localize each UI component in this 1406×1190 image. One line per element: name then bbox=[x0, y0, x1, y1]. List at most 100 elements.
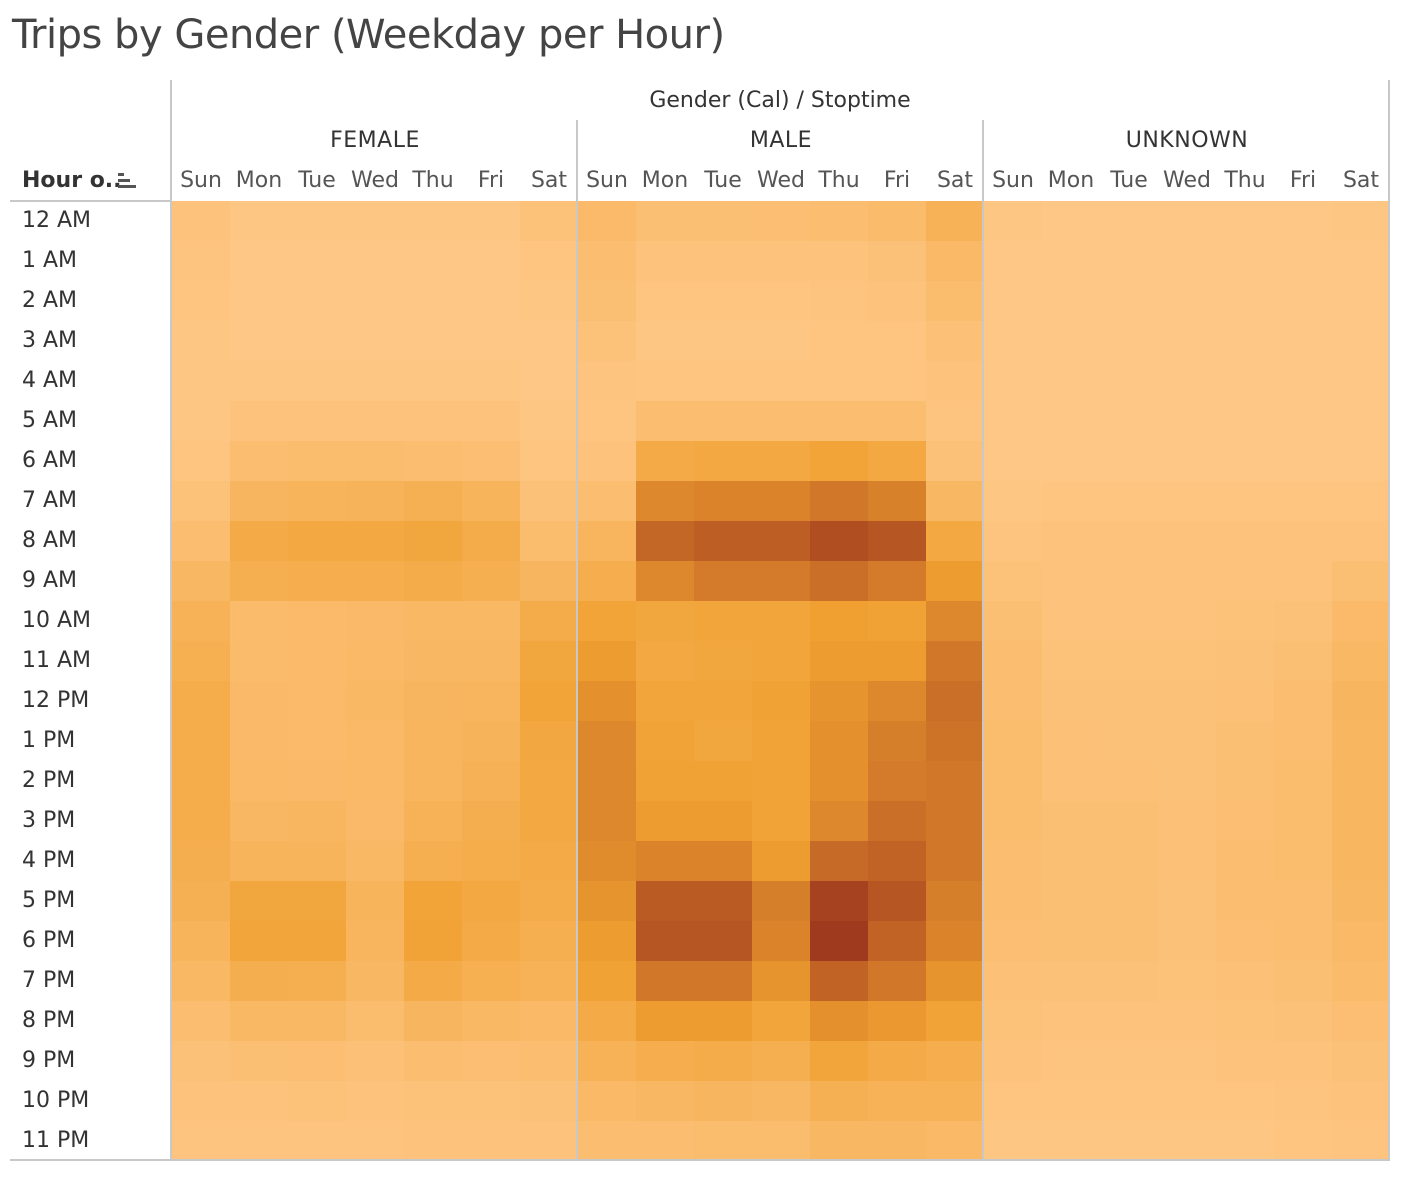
heatmap-cell[interactable] bbox=[1274, 961, 1332, 1001]
heatmap-cell[interactable] bbox=[1332, 1121, 1390, 1161]
heatmap-cell[interactable] bbox=[1100, 761, 1158, 801]
heatmap-cell[interactable] bbox=[926, 401, 984, 441]
heatmap-cell[interactable] bbox=[1274, 1121, 1332, 1161]
heatmap-cell[interactable] bbox=[172, 961, 230, 1001]
heatmap-cell[interactable] bbox=[926, 761, 984, 801]
heatmap-cell[interactable] bbox=[1216, 921, 1274, 961]
heatmap-cell[interactable] bbox=[636, 281, 694, 321]
heatmap-cell[interactable] bbox=[288, 1081, 346, 1121]
heatmap-cell[interactable] bbox=[520, 481, 578, 521]
heatmap-cell[interactable] bbox=[462, 1001, 520, 1041]
heatmap-cell[interactable] bbox=[1100, 1001, 1158, 1041]
heatmap-cell[interactable] bbox=[172, 481, 230, 521]
heatmap-cell[interactable] bbox=[868, 761, 926, 801]
heatmap-cell[interactable] bbox=[984, 921, 1042, 961]
heatmap-cell[interactable] bbox=[1042, 1041, 1100, 1081]
heatmap-cell[interactable] bbox=[1100, 521, 1158, 561]
heatmap-cell[interactable] bbox=[810, 321, 868, 361]
heatmap-cell[interactable] bbox=[926, 921, 984, 961]
heatmap-cell[interactable] bbox=[578, 641, 636, 681]
heatmap-cell[interactable] bbox=[636, 1041, 694, 1081]
heatmap-cell[interactable] bbox=[462, 441, 520, 481]
heatmap-cell[interactable] bbox=[868, 521, 926, 561]
heatmap-cell[interactable] bbox=[288, 721, 346, 761]
heatmap-cell[interactable] bbox=[288, 521, 346, 561]
heatmap-cell[interactable] bbox=[1100, 641, 1158, 681]
heatmap-cell[interactable] bbox=[230, 1001, 288, 1041]
heatmap-cell[interactable] bbox=[636, 1001, 694, 1041]
heatmap-cell[interactable] bbox=[1274, 561, 1332, 601]
heatmap-cell[interactable] bbox=[636, 441, 694, 481]
heatmap-cell[interactable] bbox=[694, 1081, 752, 1121]
heatmap-cell[interactable] bbox=[694, 1001, 752, 1041]
heatmap-cell[interactable] bbox=[752, 441, 810, 481]
heatmap-cell[interactable] bbox=[984, 281, 1042, 321]
heatmap-cell[interactable] bbox=[752, 561, 810, 601]
heatmap-cell[interactable] bbox=[1042, 481, 1100, 521]
heatmap-cell[interactable] bbox=[984, 401, 1042, 441]
heatmap-cell[interactable] bbox=[1216, 1121, 1274, 1161]
heatmap-cell[interactable] bbox=[1274, 321, 1332, 361]
heatmap-cell[interactable] bbox=[1100, 481, 1158, 521]
heatmap-cell[interactable] bbox=[1274, 921, 1332, 961]
heatmap-cell[interactable] bbox=[1042, 1001, 1100, 1041]
heatmap-cell[interactable] bbox=[288, 841, 346, 881]
heatmap-cell[interactable] bbox=[694, 921, 752, 961]
heatmap-cell[interactable] bbox=[346, 481, 404, 521]
heatmap-cell[interactable] bbox=[462, 361, 520, 401]
heatmap-cell[interactable] bbox=[172, 1001, 230, 1041]
heatmap-cell[interactable] bbox=[1042, 321, 1100, 361]
heatmap-cell[interactable] bbox=[1332, 641, 1390, 681]
heatmap-cell[interactable] bbox=[1216, 641, 1274, 681]
heatmap-cell[interactable] bbox=[404, 481, 462, 521]
heatmap-cell[interactable] bbox=[230, 1121, 288, 1161]
heatmap-cell[interactable] bbox=[810, 201, 868, 241]
heatmap-cell[interactable] bbox=[1158, 1001, 1216, 1041]
heatmap-cell[interactable] bbox=[752, 1001, 810, 1041]
heatmap-cell[interactable] bbox=[1042, 601, 1100, 641]
heatmap-cell[interactable] bbox=[578, 681, 636, 721]
heatmap-cell[interactable] bbox=[926, 681, 984, 721]
heatmap-cell[interactable] bbox=[346, 1001, 404, 1041]
heatmap-cell[interactable] bbox=[578, 401, 636, 441]
heatmap-cell[interactable] bbox=[926, 801, 984, 841]
heatmap-cell[interactable] bbox=[810, 521, 868, 561]
heatmap-cell[interactable] bbox=[578, 601, 636, 641]
heatmap-cell[interactable] bbox=[578, 321, 636, 361]
heatmap-cell[interactable] bbox=[1158, 681, 1216, 721]
heatmap-cell[interactable] bbox=[1274, 801, 1332, 841]
heatmap-cell[interactable] bbox=[694, 961, 752, 1001]
heatmap-cell[interactable] bbox=[1158, 321, 1216, 361]
heatmap-cell[interactable] bbox=[752, 801, 810, 841]
heatmap-cell[interactable] bbox=[1216, 401, 1274, 441]
heatmap-cell[interactable] bbox=[1042, 561, 1100, 601]
heatmap-cell[interactable] bbox=[230, 321, 288, 361]
heatmap-cell[interactable] bbox=[1158, 841, 1216, 881]
heatmap-cell[interactable] bbox=[578, 1081, 636, 1121]
heatmap-cell[interactable] bbox=[1216, 441, 1274, 481]
heatmap-cell[interactable] bbox=[1042, 521, 1100, 561]
heatmap-cell[interactable] bbox=[752, 241, 810, 281]
heatmap-cell[interactable] bbox=[694, 1121, 752, 1161]
heatmap-cell[interactable] bbox=[926, 441, 984, 481]
heatmap-cell[interactable] bbox=[752, 761, 810, 801]
heatmap-cell[interactable] bbox=[1158, 601, 1216, 641]
heatmap-cell[interactable] bbox=[346, 361, 404, 401]
heatmap-cell[interactable] bbox=[520, 401, 578, 441]
heatmap-cell[interactable] bbox=[636, 321, 694, 361]
heatmap-cell[interactable] bbox=[1332, 841, 1390, 881]
heatmap-cell[interactable] bbox=[694, 321, 752, 361]
heatmap-cell[interactable] bbox=[984, 681, 1042, 721]
heatmap-cell[interactable] bbox=[752, 201, 810, 241]
heatmap-cell[interactable] bbox=[636, 361, 694, 401]
heatmap-cell[interactable] bbox=[346, 561, 404, 601]
heatmap-cell[interactable] bbox=[1100, 961, 1158, 1001]
heatmap-cell[interactable] bbox=[462, 841, 520, 881]
heatmap-cell[interactable] bbox=[230, 481, 288, 521]
heatmap-cell[interactable] bbox=[1100, 1041, 1158, 1081]
heatmap-cell[interactable] bbox=[172, 841, 230, 881]
heatmap-cell[interactable] bbox=[578, 281, 636, 321]
heatmap-cell[interactable] bbox=[1332, 681, 1390, 721]
sort-descending-icon[interactable] bbox=[116, 170, 138, 192]
heatmap-cell[interactable] bbox=[520, 601, 578, 641]
